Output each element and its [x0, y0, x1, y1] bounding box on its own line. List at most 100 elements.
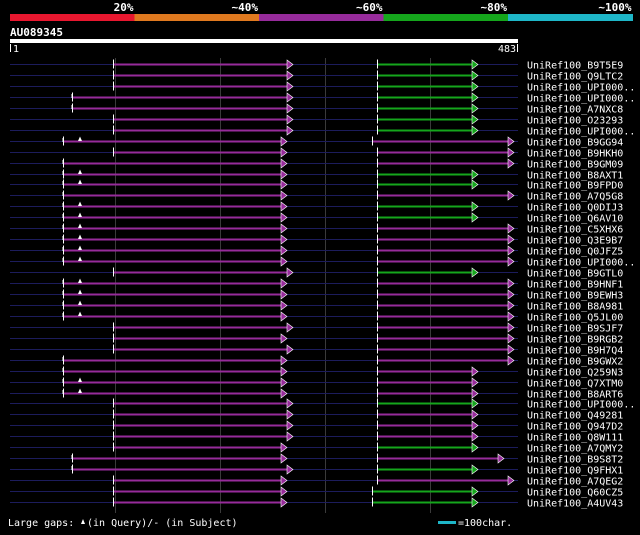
hit-row[interactable]: UniRef100_B9T5E9	[10, 59, 623, 72]
hit-label[interactable]: UniRef100_Q9FHX1	[527, 466, 623, 477]
gap-marker-icon	[78, 256, 82, 261]
hit-label[interactable]: UniRef100_B8ART6	[527, 390, 623, 401]
hit-label[interactable]: UniRef100_A4UV43	[527, 499, 623, 510]
hit-label[interactable]: UniRef100_B9GM09	[527, 160, 623, 171]
hit-row[interactable]: UniRef100_Q7XTM0	[10, 377, 623, 390]
hit-row[interactable]: UniRef100_B9S8T2	[10, 453, 623, 466]
hit-label[interactable]: UniRef100_Q60CZ5	[527, 488, 623, 499]
hit-label[interactable]: UniRef100_B9GWX2	[527, 357, 623, 368]
segment-arrow-icon	[471, 442, 479, 453]
hit-label[interactable]: UniRef100_B9S8T2	[527, 455, 623, 466]
hit-label[interactable]: UniRef100_Q259N3	[527, 368, 623, 379]
hit-row[interactable]: UniRef100_A4UV43	[10, 497, 623, 510]
hit-label[interactable]: UniRef100_Q0DIJ3	[527, 203, 623, 214]
hit-label[interactable]: UniRef100_B8A981	[527, 302, 623, 313]
hit-row[interactable]: UniRef100_Q49281	[10, 409, 623, 422]
hit-row[interactable]: UniRef100_B9FPD0	[10, 179, 623, 192]
hit-label[interactable]: UniRef100_UPI000..	[527, 83, 635, 94]
hit-label[interactable]: UniRef100_Q5JL00	[527, 313, 623, 324]
hit-label[interactable]: UniRef100_A7QMY2	[527, 444, 623, 455]
hit-label[interactable]: UniRef100_A7Q5G8	[527, 192, 623, 203]
hit-row[interactable]: UniRef100_B9HKH0	[10, 147, 623, 160]
hit-label[interactable]: UniRef100_UPI000..	[527, 94, 635, 105]
hit-row[interactable]: UniRef100_Q8W111	[10, 431, 623, 444]
hit-label[interactable]: UniRef100_Q947D2	[527, 422, 623, 433]
scale-label: 20%	[114, 1, 134, 14]
hit-row[interactable]: UniRef100_Q3E9B7	[10, 234, 623, 247]
hit-row[interactable]: UniRef100_Q259N3	[10, 366, 623, 379]
hit-row[interactable]: UniRef100_Q947D2	[10, 420, 623, 433]
hit-label[interactable]: UniRef100_O23293	[527, 116, 623, 127]
segment-arrow-icon	[286, 81, 294, 92]
hit-label[interactable]: UniRef100_UPI000..	[527, 127, 635, 138]
hit-label[interactable]: UniRef100_Q49281	[527, 411, 623, 422]
hit-label[interactable]: UniRef100_UPI000..	[527, 258, 635, 269]
scale-label: ~60%	[356, 1, 383, 14]
hit-label[interactable]: UniRef100_Q6AV10	[527, 214, 623, 225]
hit-row[interactable]: UniRef100_Q9LTC2	[10, 70, 623, 83]
hit-row[interactable]: UniRef100_B9H7Q4	[10, 344, 623, 357]
hit-row[interactable]: UniRef100_B9GWX2	[10, 355, 623, 368]
hit-label[interactable]: UniRef100_B9HNF1	[527, 280, 623, 291]
hit-label[interactable]: UniRef100_Q3E9B7	[527, 236, 623, 247]
hit-label[interactable]: UniRef100_A7QEG2	[527, 477, 623, 488]
segment-arrow-icon	[507, 322, 515, 333]
hit-row[interactable]: UniRef100_B9EWH3	[10, 289, 623, 302]
hit-label[interactable]: UniRef100_B8AXT1	[527, 171, 623, 182]
segment-arrow-icon	[280, 136, 288, 147]
hit-row[interactable]: UniRef100_A7Q5G8	[10, 190, 623, 203]
hit-label[interactable]: UniRef100_Q9LTC2	[527, 72, 623, 83]
hit-row[interactable]: UniRef100_C5XHX6	[10, 223, 623, 236]
hit-label[interactable]: UniRef100_B9GG94	[527, 138, 623, 149]
segment-arrow-icon	[471, 125, 479, 136]
hit-label[interactable]: UniRef100_UPI000..	[527, 400, 635, 411]
hit-label[interactable]: UniRef100_Q0JFZ5	[527, 247, 623, 258]
hit-label[interactable]: UniRef100_Q7XTM0	[527, 379, 623, 390]
hit-row[interactable]: UniRef100_B9SJF7	[10, 322, 623, 335]
hit-row[interactable]: UniRef100_B8A981	[10, 300, 623, 313]
hit-row[interactable]: UniRef100_B9GTL0	[10, 267, 623, 280]
hit-row[interactable]: UniRef100_O23293	[10, 114, 623, 127]
hit-row[interactable]: UniRef100_Q0JFZ5	[10, 245, 623, 258]
hit-row[interactable]: UniRef100_Q0DIJ3	[10, 201, 623, 214]
hit-label[interactable]: UniRef100_B9EWH3	[527, 291, 623, 302]
hit-row[interactable]: UniRef100_Q60CZ5	[10, 486, 623, 499]
hit-row[interactable]: UniRef100_UPI000..	[10, 92, 635, 105]
segment-arrow-icon	[507, 475, 515, 486]
hit-label[interactable]: UniRef100_B9FPD0	[527, 181, 623, 192]
hit-label[interactable]: UniRef100_C5XHX6	[527, 225, 623, 236]
hit-row[interactable]: UniRef100_Q6AV10	[10, 212, 623, 225]
hit-row[interactable]: UniRef100_UPI000..	[10, 256, 635, 269]
hit-label[interactable]: UniRef100_B9RGB2	[527, 335, 623, 346]
hit-row[interactable]: UniRef100_A7QEG2	[10, 475, 623, 488]
hit-label[interactable]: UniRef100_B9T5E9	[527, 61, 623, 72]
query-end-label: 483	[498, 44, 516, 55]
hit-row[interactable]: UniRef100_B9GM09	[10, 158, 623, 171]
hit-row[interactable]: UniRef100_B9RGB2	[10, 333, 623, 346]
hit-label[interactable]: UniRef100_B9H7Q4	[527, 346, 623, 357]
hit-label[interactable]: UniRef100_B9GTL0	[527, 269, 623, 280]
segment-arrow-icon	[507, 136, 515, 147]
segment-arrow-icon	[280, 311, 288, 322]
query-id[interactable]: AU089345	[10, 26, 63, 39]
hit-row[interactable]: UniRef100_UPI000..	[10, 81, 635, 94]
hit-row[interactable]: UniRef100_Q5JL00	[10, 311, 623, 324]
hit-row[interactable]: UniRef100_B8ART6	[10, 388, 623, 401]
hit-label[interactable]: UniRef100_Q8W111	[527, 433, 623, 444]
hit-row[interactable]: UniRef100_A7NXC8	[10, 103, 623, 116]
hit-row[interactable]: UniRef100_A7QMY2	[10, 442, 623, 455]
hit-label[interactable]: UniRef100_B9HKH0	[527, 149, 623, 160]
scale-segment	[383, 14, 509, 21]
segment-arrow-icon	[507, 278, 515, 289]
hit-label[interactable]: UniRef100_A7NXC8	[527, 105, 623, 116]
hit-row[interactable]: UniRef100_UPI000..	[10, 398, 635, 411]
scale-label: ~100%	[598, 1, 631, 14]
hit-row[interactable]: UniRef100_B8AXT1	[10, 169, 623, 182]
gap-marker-icon	[78, 300, 82, 305]
hit-row[interactable]: UniRef100_B9HNF1	[10, 278, 623, 291]
segment-arrow-icon	[507, 147, 515, 158]
hit-label[interactable]: UniRef100_B9SJF7	[527, 324, 623, 335]
hit-row[interactable]: UniRef100_Q9FHX1	[10, 464, 623, 477]
hit-row[interactable]: UniRef100_UPI000..	[10, 125, 635, 138]
hit-row[interactable]: UniRef100_B9GG94	[10, 136, 623, 149]
